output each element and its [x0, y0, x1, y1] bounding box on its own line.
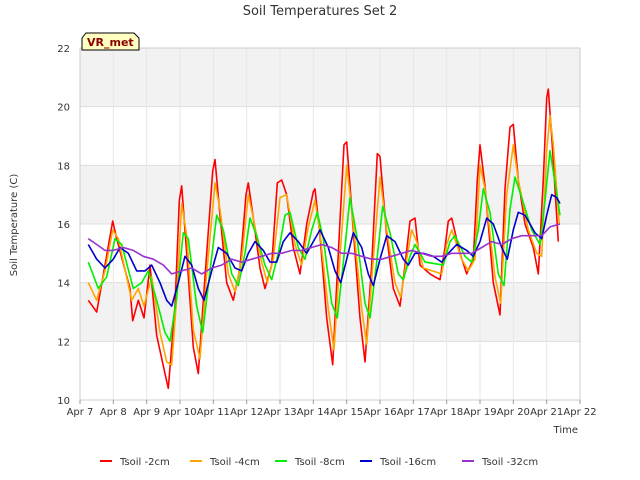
x-axis-ticks: Apr 7 Apr 8 Apr 9 Apr 10 Apr 11 Apr 12 Apr 13 A…	[67, 400, 597, 418]
x-tick-label: Apr 7	[67, 407, 94, 418]
badge-label: VR_met	[87, 36, 134, 49]
legend: Tsoil -2cm Tsoil -4cm Tsoil -8cm Tsoil -16c…	[100, 457, 538, 468]
y-axis-label: Soil Temperature (C)	[9, 174, 20, 277]
y-tick-label: 10	[57, 396, 70, 407]
x-tick-label: Apr 8	[100, 407, 127, 418]
x-tick-label: Apr 19	[463, 407, 496, 418]
y-tick-label: 14	[57, 279, 70, 290]
y-tick-label: 20	[57, 103, 70, 114]
legend-label-4: Tsoil -32cm	[481, 457, 538, 468]
y-tick-label: 12	[57, 337, 70, 348]
series-line-1	[87, 114, 561, 366]
x-tick-label: Apr 18	[430, 407, 463, 418]
series-line-4	[87, 223, 561, 275]
x-tick-label: Apr 21	[530, 407, 563, 418]
y-tick-label: 22	[57, 44, 70, 55]
series-lines	[87, 88, 561, 390]
x-tick-label: Apr 11	[197, 407, 230, 418]
x-tick-label: Apr 16	[363, 407, 396, 418]
x-tick-label: Apr 20	[497, 407, 530, 418]
x-tick-label: Apr 22	[563, 407, 596, 418]
x-axis-label: Time	[553, 425, 578, 436]
series-line-3	[87, 193, 561, 307]
chart-title: Soil Temperatures Set 2	[243, 4, 398, 19]
vr-met-badge: VR_met	[81, 32, 140, 51]
plot-border	[79, 47, 581, 401]
grid-band	[80, 165, 580, 224]
legend-label-1: Tsoil -4cm	[209, 457, 260, 468]
legend-label-2: Tsoil -8cm	[294, 457, 345, 468]
y-axis-ticks: 10 12 14 16 18 20 22	[57, 44, 70, 407]
x-tick-label: Apr 10	[163, 407, 196, 418]
legend-label-3: Tsoil -16cm	[379, 457, 436, 468]
x-tick-label: Apr 12	[230, 407, 263, 418]
y-tick-label: 16	[57, 220, 70, 231]
legend-label-0: Tsoil -2cm	[119, 457, 170, 468]
x-tick-label: Apr 17	[397, 407, 430, 418]
x-tick-label: Apr 9	[133, 407, 160, 418]
grid-band	[80, 48, 580, 107]
y-tick-label: 18	[57, 161, 70, 172]
grid-lines	[79, 47, 581, 401]
x-tick-label: Apr 14	[297, 407, 330, 418]
x-tick-label: Apr 15	[330, 407, 363, 418]
x-tick-label: Apr 13	[263, 407, 296, 418]
